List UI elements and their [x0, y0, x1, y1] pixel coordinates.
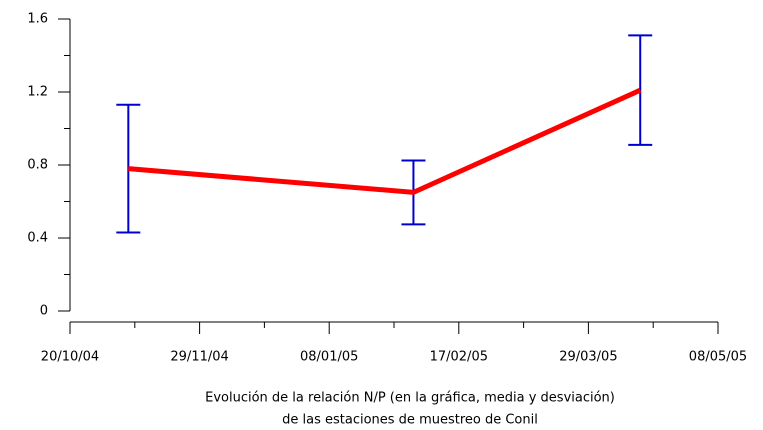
x-tick-label: 17/02/05 — [430, 350, 488, 365]
y-tick-label: 0.4 — [27, 231, 48, 246]
x-tick-label: 08/01/05 — [300, 350, 358, 365]
y-tick-label: 0.8 — [27, 158, 48, 173]
y-tick-label: 0 — [40, 304, 48, 319]
x-tick-label: 08/05/05 — [689, 350, 747, 365]
x-axis-label: Evolución de la relación N/P (en la gráf… — [205, 391, 615, 406]
line — [128, 87, 642, 195]
y-tick-label: 1.2 — [27, 85, 48, 100]
y-tick-label: 1.6 — [27, 12, 48, 27]
x-tick-label: 29/03/05 — [559, 350, 617, 365]
x-axis-label: de las estaciones de muestreo de Conil — [282, 413, 538, 428]
x-tick-label: 20/10/04 — [41, 350, 99, 365]
x-tick-label: 29/11/04 — [170, 350, 228, 365]
